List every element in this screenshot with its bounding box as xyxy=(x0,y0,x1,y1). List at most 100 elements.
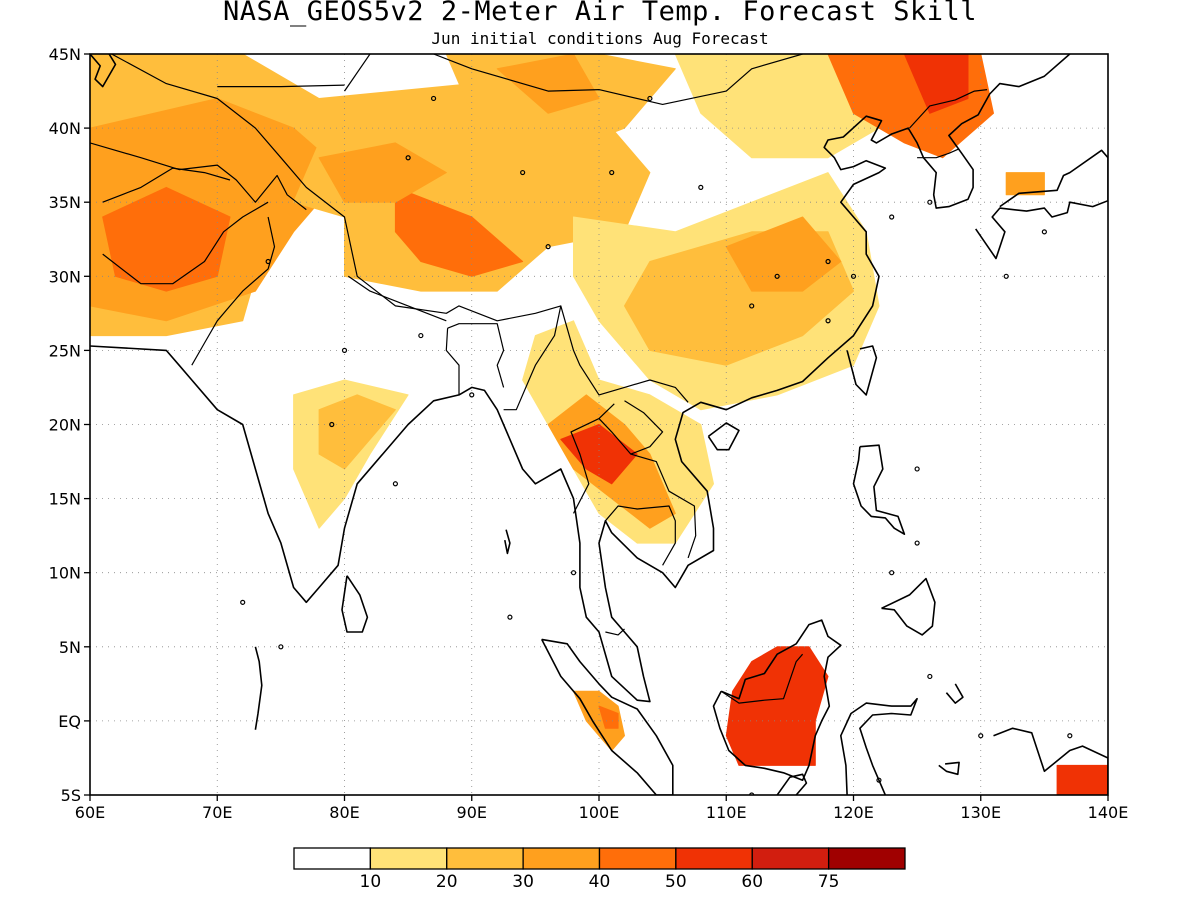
border-14 xyxy=(598,418,697,559)
border-15 xyxy=(624,400,664,455)
coastline-11 xyxy=(90,54,117,88)
border-19 xyxy=(720,653,804,704)
skill-region-9 xyxy=(496,54,600,114)
island-speck-25 xyxy=(1067,733,1073,739)
coastline-3 xyxy=(712,619,842,782)
lat-tick-label-20N: 20N xyxy=(49,416,81,435)
border-9 xyxy=(447,323,505,388)
lat-tick-label-10N: 10N xyxy=(49,564,81,583)
colorbar: 10 20 30 40 50 60 75 xyxy=(293,847,906,892)
island-speck-20 xyxy=(914,466,920,472)
island-speck-12 xyxy=(850,273,857,279)
island-speck-24 xyxy=(978,733,984,739)
coastline-2 xyxy=(540,638,674,795)
border-5 xyxy=(344,54,371,92)
island-speck-6 xyxy=(647,95,653,102)
colorbar-swatch-1 xyxy=(369,847,448,870)
border-10 xyxy=(445,328,460,395)
coastline-layer xyxy=(90,54,1108,795)
skill-region-4 xyxy=(318,394,396,470)
lon-tick-label-100E: 100E xyxy=(579,803,620,822)
island-speck-29 xyxy=(1003,273,1009,279)
coastline-15 xyxy=(938,761,960,776)
skill-shading-layer xyxy=(90,54,1108,795)
skill-region-15 xyxy=(725,216,842,292)
island-speck-14 xyxy=(570,570,577,576)
coastline-13 xyxy=(254,646,263,730)
island-speck-18 xyxy=(418,332,424,339)
lat-tick-label-35N: 35N xyxy=(49,193,81,212)
island-speck-31 xyxy=(341,347,348,353)
island-speck-7 xyxy=(698,184,704,190)
coastline-4 xyxy=(839,697,918,795)
map-title: NASA_GEOS5v2 2-Meter Air Temp. Forecast … xyxy=(223,0,977,27)
lon-tick-label-90E: 90E xyxy=(457,803,487,822)
skill-region-23 xyxy=(1005,172,1045,196)
lat-tick-label-40N: 40N xyxy=(49,119,81,138)
island-speck-27 xyxy=(749,792,755,795)
skill-region-12 xyxy=(903,54,969,114)
colorbar-label-50: 50 xyxy=(665,872,687,892)
colorbar-label-20: 20 xyxy=(436,872,458,892)
island-speck-4 xyxy=(545,244,551,250)
island-speck-9 xyxy=(774,273,780,279)
border-16 xyxy=(605,628,625,636)
border-11 xyxy=(503,305,562,411)
island-speck-21 xyxy=(914,540,920,546)
lon-tick-label-120E: 120E xyxy=(833,803,874,822)
lat-tick-label-25N: 25N xyxy=(49,341,81,360)
lat-tick-label-5N: 5N xyxy=(59,638,81,657)
island-speck-26 xyxy=(876,777,882,783)
coastline-1 xyxy=(341,575,369,633)
coastline-5 xyxy=(852,444,906,536)
border-1 xyxy=(90,142,307,211)
island-speck-1 xyxy=(405,155,411,161)
island-speck-3 xyxy=(520,169,526,176)
lon-tick-label-110E: 110E xyxy=(706,803,747,822)
island-speck-22 xyxy=(889,570,895,576)
skill-region-22 xyxy=(1056,764,1108,795)
lon-tick-label-70E: 70E xyxy=(202,803,232,822)
coastline-14 xyxy=(776,773,808,795)
island-speck-28 xyxy=(1041,229,1047,235)
lon-tick-label-80E: 80E xyxy=(329,803,359,822)
border-6 xyxy=(217,84,345,88)
island-speck-5 xyxy=(609,169,615,176)
island-speck-30 xyxy=(927,199,933,205)
coastline-16 xyxy=(945,683,964,704)
lon-tick-label-130E: 130E xyxy=(960,803,1001,822)
island-speck-15 xyxy=(507,614,513,620)
skill-region-7 xyxy=(318,142,447,203)
coastline-9 xyxy=(975,149,1108,260)
coastline-12 xyxy=(504,529,511,555)
colorbar-label-75: 75 xyxy=(818,872,840,892)
lat-tick-label-EQ: EQ xyxy=(58,712,81,731)
lon-tick-label-140E: 140E xyxy=(1088,803,1129,822)
skill-region-21 xyxy=(598,705,619,729)
island-speck-10 xyxy=(825,318,831,324)
colorbar-label-40: 40 xyxy=(589,872,611,892)
island-speck-2 xyxy=(430,95,437,102)
island-speck-23 xyxy=(927,673,933,680)
lon-tick-label-60E: 60E xyxy=(75,803,105,822)
island-speck-13 xyxy=(889,214,895,220)
island-speck-19 xyxy=(329,421,335,428)
border-4 xyxy=(191,216,276,366)
border-13 xyxy=(604,505,676,566)
colorbar-swatch-2 xyxy=(446,847,524,870)
island-speck-0 xyxy=(265,258,271,265)
border-7 xyxy=(433,54,803,106)
border-2 xyxy=(102,167,231,203)
lat-tick-label-30N: 30N xyxy=(49,267,81,286)
lat-tick-label-15N: 15N xyxy=(49,490,81,509)
colorbar-label-10: 10 xyxy=(360,872,382,892)
border-18 xyxy=(917,148,960,159)
skill-region-10 xyxy=(674,54,880,159)
coastline-0 xyxy=(90,54,1071,703)
border-17 xyxy=(909,89,988,129)
colorbar-label-30: 30 xyxy=(512,872,534,892)
colorbar-swatch-6 xyxy=(751,847,830,870)
border-8 xyxy=(347,275,447,322)
island-speck-16 xyxy=(469,392,475,398)
